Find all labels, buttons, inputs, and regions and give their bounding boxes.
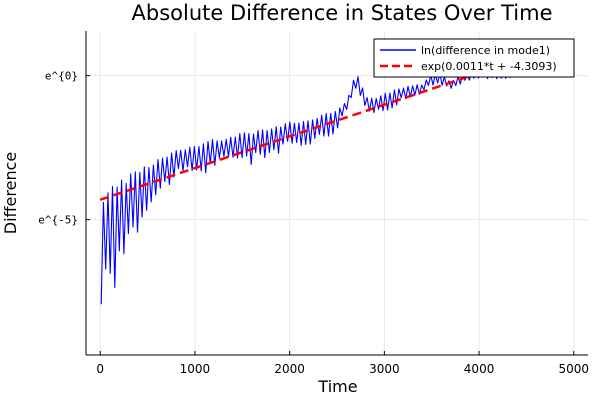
grid-lines [86,31,588,355]
x-tick-label: 5000 [559,362,590,376]
legend-label: exp(0.0011*t + -4.3093) [421,60,557,73]
plot-area [99,40,575,305]
y-tick-label: e^{-5} [38,214,78,227]
axes: 0 1000 2000 3000 4000 5000 e^{0} e^{-5} [38,31,589,376]
chart-title: Absolute Difference in States Over Time [132,1,553,25]
x-tick-label: 2000 [274,362,305,376]
legend-box [373,38,575,78]
x-tick-label: 3000 [369,362,400,376]
x-tick-label: 1000 [180,362,211,376]
series-line-mode1 [100,52,573,305]
x-tick-label: 4000 [464,362,495,376]
y-tick-label: e^{0} [45,70,78,83]
legend-label: ln(difference in mode1) [421,44,550,57]
legend: ln(difference in mode1) exp(0.0011*t + -4… [373,38,575,78]
x-axis-label: Time [317,377,357,396]
y-axis-label: Difference [1,152,20,234]
x-tick-label: 0 [96,362,104,376]
